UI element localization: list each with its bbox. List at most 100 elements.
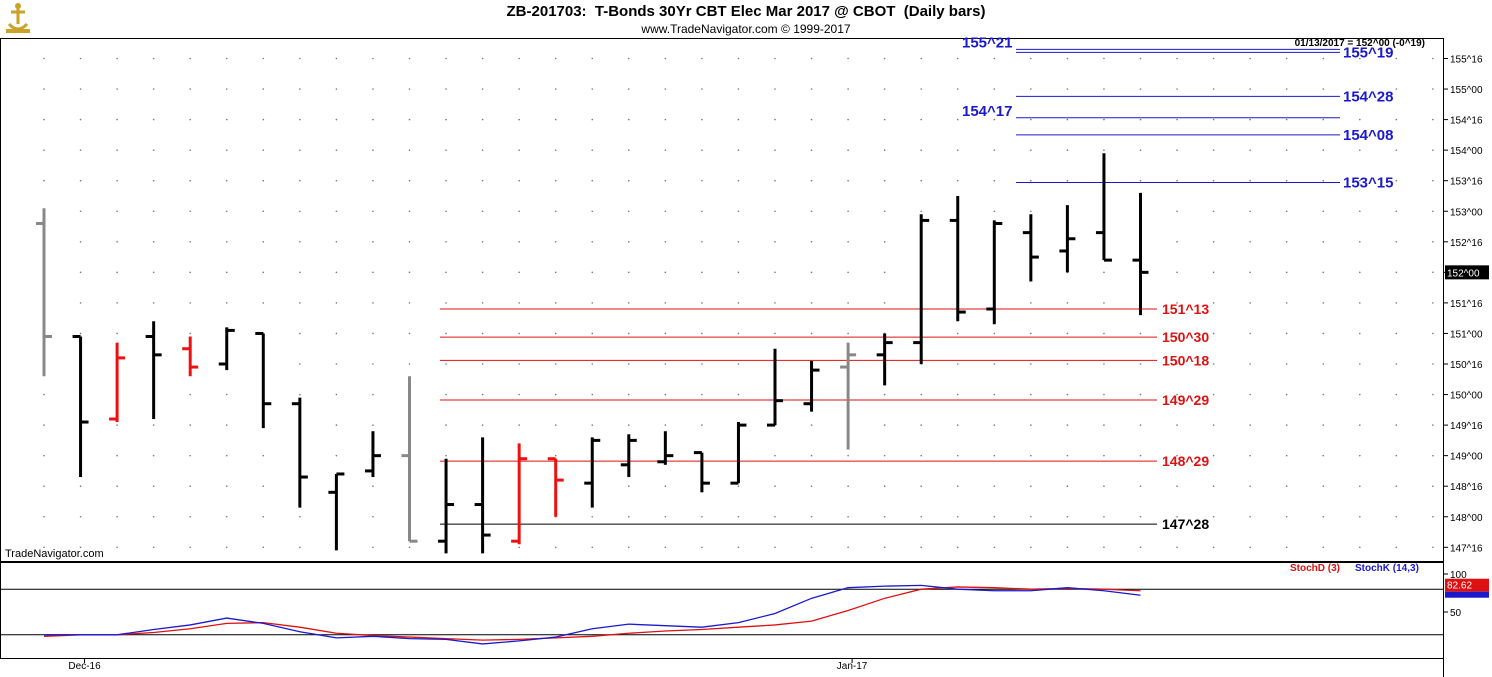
grid-dot <box>956 363 959 365</box>
grid-dot <box>883 88 886 90</box>
grid-dot <box>1066 393 1069 396</box>
grid-dot <box>1432 149 1434 151</box>
grid-dot <box>116 57 118 60</box>
grid-dot <box>1176 332 1178 335</box>
grid-dot <box>810 302 813 304</box>
grid-dot <box>116 210 118 213</box>
grid-dot <box>1395 57 1398 60</box>
grid-dot <box>262 302 265 304</box>
grid-dot <box>372 241 374 243</box>
grid-dot <box>628 149 630 151</box>
grid-dot <box>1285 393 1288 396</box>
grid-dot <box>1322 179 1325 182</box>
grid-dot <box>189 210 191 213</box>
grid-dot <box>1322 302 1325 304</box>
grid-dot <box>1249 241 1251 243</box>
grid-dot <box>1212 149 1215 151</box>
grid-dot <box>664 485 667 488</box>
grid-dot <box>920 210 922 213</box>
grid-dot <box>1030 424 1032 426</box>
grid-dot <box>591 118 594 121</box>
grid-dot <box>1066 485 1069 488</box>
grid-dot <box>1432 179 1434 182</box>
grid-dot <box>956 179 959 182</box>
grid-dot <box>152 210 155 213</box>
grid-dot <box>1359 57 1361 60</box>
grid-dot <box>408 149 411 151</box>
grid-dot <box>481 393 484 396</box>
grid-dot <box>518 241 520 243</box>
grid-dot <box>993 179 996 182</box>
grid-dot <box>372 149 374 151</box>
grid-dot <box>737 515 740 518</box>
grid-dot <box>1066 454 1069 457</box>
grid-dot <box>920 485 922 488</box>
grid-dot <box>518 424 520 426</box>
grid-dot <box>189 241 191 243</box>
grid-dot <box>883 302 886 304</box>
grid-dot <box>1285 332 1288 335</box>
watermark-label: TradeNavigator.com <box>5 548 104 560</box>
grid-dot <box>956 118 959 121</box>
grid-dot <box>1139 393 1142 396</box>
grid-dot <box>1432 515 1434 518</box>
grid-dot <box>664 149 667 151</box>
grid-dot <box>1030 88 1032 90</box>
grid-dot <box>1359 454 1361 457</box>
grid-dot <box>847 515 849 518</box>
grid-dot <box>847 241 849 243</box>
grid-dot <box>1176 485 1178 488</box>
grid-dot <box>1066 363 1069 365</box>
grid-dot <box>628 302 630 304</box>
grid-dot <box>518 271 520 274</box>
grid-dot <box>1249 57 1251 60</box>
grid-dot <box>1432 302 1434 304</box>
grid-dot <box>445 271 447 274</box>
grid-dot <box>1359 210 1361 213</box>
price-axis-label: 155^16 <box>1450 55 1483 66</box>
grid-dot <box>1432 241 1434 243</box>
grid-dot <box>225 546 228 549</box>
grid-dot <box>993 393 996 396</box>
grid-dot <box>189 179 191 182</box>
grid-dot <box>445 57 447 60</box>
grid-dot <box>152 149 155 151</box>
grid-dot <box>445 302 447 304</box>
price-axis-label: 154^16 <box>1450 116 1483 127</box>
grid-dot <box>883 210 886 213</box>
grid-dot <box>701 546 703 549</box>
grid-dot <box>299 393 301 396</box>
grid-dot <box>774 485 776 488</box>
grid-dot <box>518 363 520 365</box>
grid-dot <box>372 118 374 121</box>
grid-dot <box>774 179 776 182</box>
grid-dot <box>79 118 82 121</box>
grid-dot <box>1103 424 1105 426</box>
grid-dot <box>152 271 155 274</box>
grid-dot <box>335 363 338 365</box>
grid-dot <box>1395 332 1398 335</box>
grid-dot <box>335 88 338 90</box>
grid-dot <box>1212 179 1215 182</box>
grid-dot <box>956 332 959 335</box>
grid-dot <box>116 118 118 121</box>
grid-dot <box>1103 118 1105 121</box>
grid-dot <box>956 57 959 60</box>
grid-dot <box>554 88 557 90</box>
grid-dot <box>262 515 265 518</box>
grid-dot <box>591 241 594 243</box>
grid-dot <box>591 271 594 274</box>
grid-dot <box>116 88 118 90</box>
grid-dot <box>372 515 374 518</box>
grid-dot <box>1212 424 1215 426</box>
grid-dot <box>518 546 520 549</box>
grid-dot <box>554 57 557 60</box>
grid-dot <box>883 424 886 426</box>
grid-dot <box>1359 271 1361 274</box>
grid-dot <box>335 241 338 243</box>
grid-dot <box>79 88 82 90</box>
grid-dot <box>1249 302 1251 304</box>
level-label: 149^29 <box>1162 392 1209 408</box>
grid-dot <box>481 179 484 182</box>
